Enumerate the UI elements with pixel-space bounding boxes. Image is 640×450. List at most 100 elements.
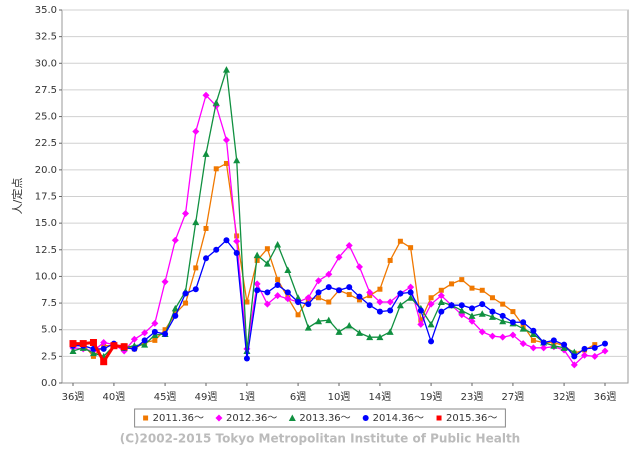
marker: [222, 66, 230, 73]
marker: [275, 277, 281, 283]
marker: [264, 289, 271, 296]
marker: [488, 313, 496, 320]
marker: [438, 287, 444, 293]
x-tick-label: 10週: [328, 391, 351, 403]
marker: [397, 238, 403, 244]
y-tick-label: 10.0: [35, 271, 57, 282]
marker: [520, 319, 527, 326]
marker: [90, 353, 96, 359]
marker: [540, 344, 548, 352]
marker: [274, 240, 282, 248]
x-tick-label: 19週: [420, 391, 443, 403]
legend-marker: [436, 415, 442, 421]
marker: [602, 340, 608, 347]
marker: [428, 338, 435, 345]
marker: [458, 307, 466, 314]
marker: [325, 284, 332, 291]
marker: [438, 308, 445, 315]
marker: [110, 342, 118, 350]
x-tick-label: 45週: [154, 391, 177, 403]
marker: [550, 342, 558, 349]
marker: [141, 337, 148, 344]
marker: [407, 294, 415, 301]
series: [69, 339, 128, 366]
x-tick-label: 36週: [62, 391, 85, 403]
y-tick-label: 2.5: [41, 351, 57, 362]
marker: [151, 328, 158, 335]
marker: [305, 301, 312, 308]
marker: [202, 150, 210, 157]
marker: [355, 329, 363, 336]
marker: [540, 339, 547, 346]
marker: [335, 328, 343, 335]
legend-label: 2013.36～: [299, 413, 350, 424]
marker: [264, 246, 270, 252]
y-tick-label: 17.5: [35, 192, 57, 203]
marker: [89, 349, 97, 357]
marker: [468, 317, 476, 325]
marker: [192, 218, 200, 226]
y-tick-label: 0.0: [41, 378, 57, 389]
marker: [335, 253, 343, 261]
marker: [510, 309, 516, 315]
marker: [69, 340, 77, 348]
marker: [233, 249, 240, 256]
marker: [448, 302, 455, 309]
marker: [346, 284, 353, 291]
marker: [509, 319, 516, 326]
marker: [366, 288, 374, 296]
marker: [376, 333, 384, 341]
marker: [294, 294, 302, 301]
marker: [427, 300, 435, 308]
marker: [591, 344, 598, 351]
marker: [233, 237, 241, 245]
y-tick-label: 20.0: [35, 165, 57, 176]
marker: [366, 302, 373, 309]
marker: [171, 304, 179, 312]
marker: [428, 295, 434, 301]
marker: [376, 298, 384, 306]
marker: [397, 290, 404, 297]
marker: [437, 298, 445, 306]
marker: [529, 344, 537, 352]
marker: [449, 281, 455, 287]
marker: [469, 305, 475, 312]
y-tick-label: 35.0: [35, 5, 57, 16]
marker: [489, 295, 495, 301]
marker: [89, 339, 97, 347]
marker: [254, 287, 261, 294]
y-tick-label: 5.0: [41, 325, 57, 336]
marker: [162, 330, 169, 337]
legend-marker: [143, 415, 149, 421]
marker: [284, 266, 292, 274]
marker: [141, 341, 149, 348]
marker: [355, 263, 363, 271]
y-tick-label: 12.5: [35, 245, 57, 256]
marker: [295, 312, 301, 318]
marker: [377, 286, 383, 292]
marker: [530, 327, 537, 334]
marker: [203, 225, 209, 231]
marker: [489, 308, 496, 315]
marker: [478, 310, 486, 317]
marker: [172, 312, 179, 319]
y-tick-label: 27.5: [35, 85, 57, 96]
marker: [263, 300, 271, 308]
marker: [315, 317, 323, 325]
marker: [499, 333, 507, 341]
marker: [304, 324, 312, 331]
marker: [570, 361, 578, 369]
marker: [561, 341, 568, 348]
marker: [356, 293, 363, 300]
marker: [212, 99, 220, 106]
x-tick-label: 14週: [369, 391, 392, 403]
x-tick-label: 32週: [553, 391, 576, 403]
legend-box: [134, 408, 506, 428]
y-tick-label: 7.5: [41, 298, 57, 309]
marker: [387, 307, 394, 314]
marker: [509, 331, 517, 339]
marker: [295, 299, 302, 306]
legend-marker: [288, 414, 296, 421]
marker: [499, 317, 507, 325]
marker: [417, 307, 424, 314]
